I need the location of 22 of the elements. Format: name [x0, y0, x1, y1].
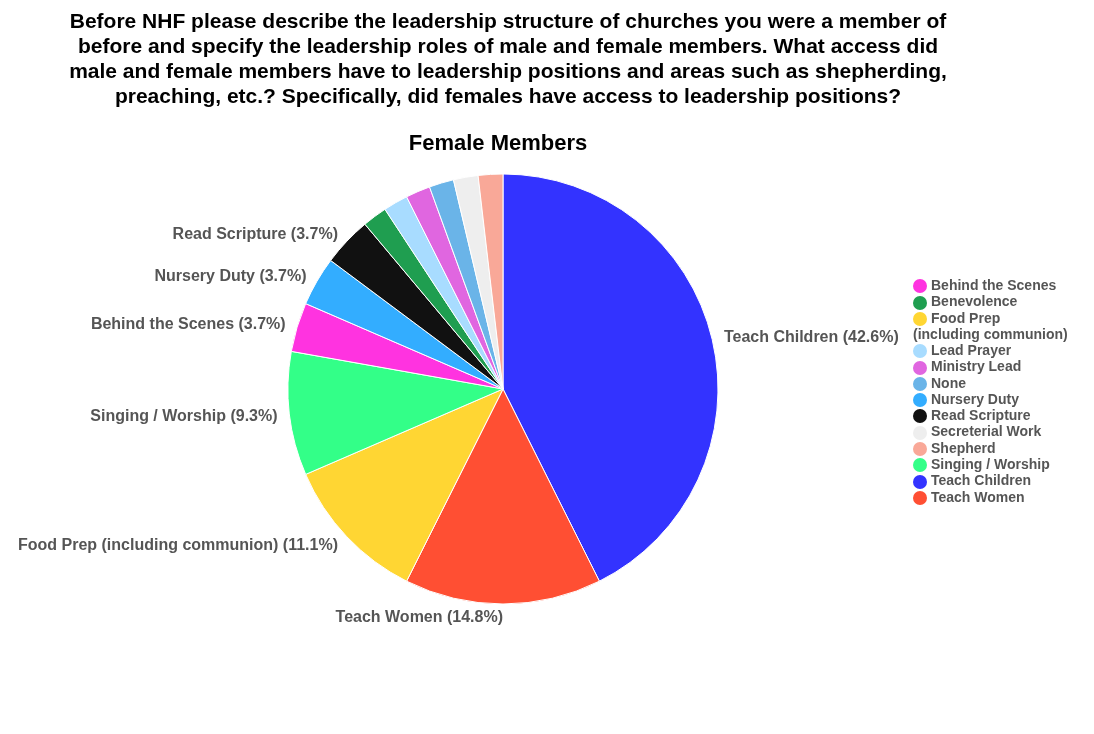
legend-label: Ministry Lead — [931, 358, 1022, 375]
chart-title: Before NHF please describe the leadership structure of churches you were a member of before and specify the leadership roles of male and female members. What access did male and female members have to leadership positions and areas such as shepherding, preaching, etc.? Specifically, did females have access to leadership positions? — [68, 8, 948, 108]
legend-label: Teach Women — [931, 488, 1025, 505]
legend-label: Lead Prayer — [931, 341, 1012, 358]
legend-label: Shepherd — [931, 439, 996, 456]
data-label: Nursery Duty (3.7%) — [154, 266, 307, 284]
data-label: Teach Children (42.6%) — [723, 328, 899, 346]
chart-subtitle: Female Members — [407, 130, 589, 156]
legend-label: Food Prep (including communion) — [913, 309, 1068, 342]
legend-label: None — [931, 374, 966, 391]
data-label: Food Prep (including communion) (11.1%) — [18, 536, 339, 554]
legend-label: Nursery Duty — [931, 390, 1019, 407]
legend-label: Behind the Scenes — [931, 277, 1057, 294]
data-label: Singing / Worship (9.3%) — [90, 406, 278, 424]
legend-label: Singing / Worship — [931, 456, 1050, 473]
legend-label: Teach Children — [931, 472, 1032, 489]
data-label: Behind the Scenes (3.7%) — [90, 315, 286, 333]
data-label: Read Scripture (3.7%) — [172, 224, 339, 242]
legend-label: Secreterial Work — [931, 423, 1042, 440]
legend-label: Benevolence — [931, 293, 1018, 310]
data-label: Teach Women (14.8%) — [335, 607, 503, 625]
legend-label: Read Scripture — [931, 407, 1031, 424]
